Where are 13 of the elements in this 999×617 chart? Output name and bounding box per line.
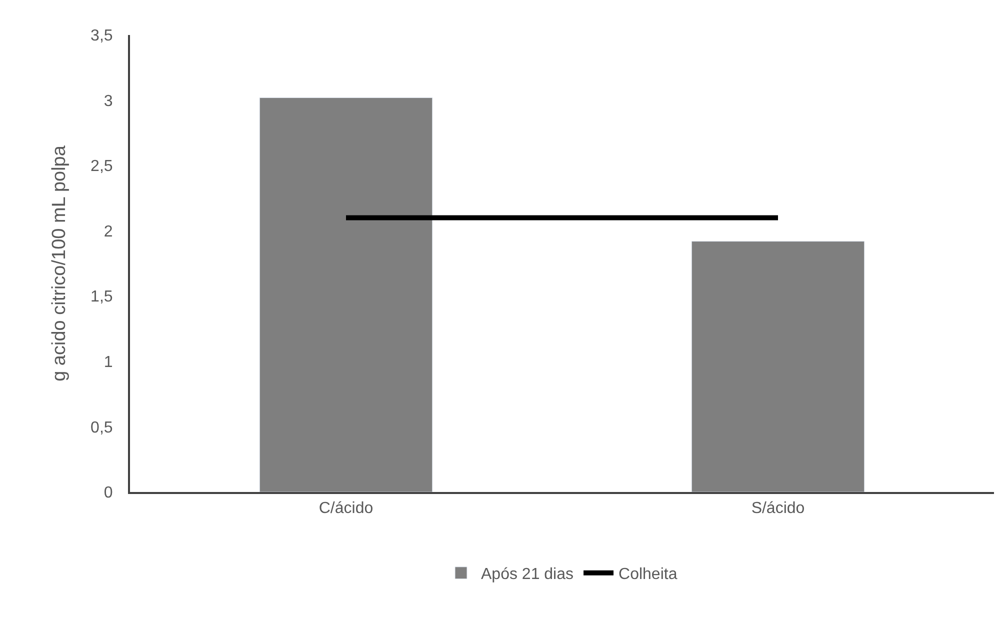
x-tick-label: S/ácido (751, 500, 805, 518)
y-tick-label: 1,5 (90, 288, 113, 306)
y-tick-label: 0 (104, 484, 113, 502)
y-tick-label: 1 (104, 354, 113, 372)
legend-label: Colheita (618, 566, 678, 584)
legend-label: Após 21 dias (481, 566, 574, 584)
y-tick-label: 3,5 (90, 28, 113, 45)
y-tick-label: 0,5 (90, 419, 113, 436)
y-axis-title: g acido citrico/100 mL polpa (48, 145, 70, 382)
y-tick-label: 3 (104, 92, 113, 110)
x-tick-label: C/ácido (318, 500, 374, 518)
y-tick-label: 2 (104, 223, 113, 240)
y-tick-label: 2,5 (90, 158, 113, 176)
